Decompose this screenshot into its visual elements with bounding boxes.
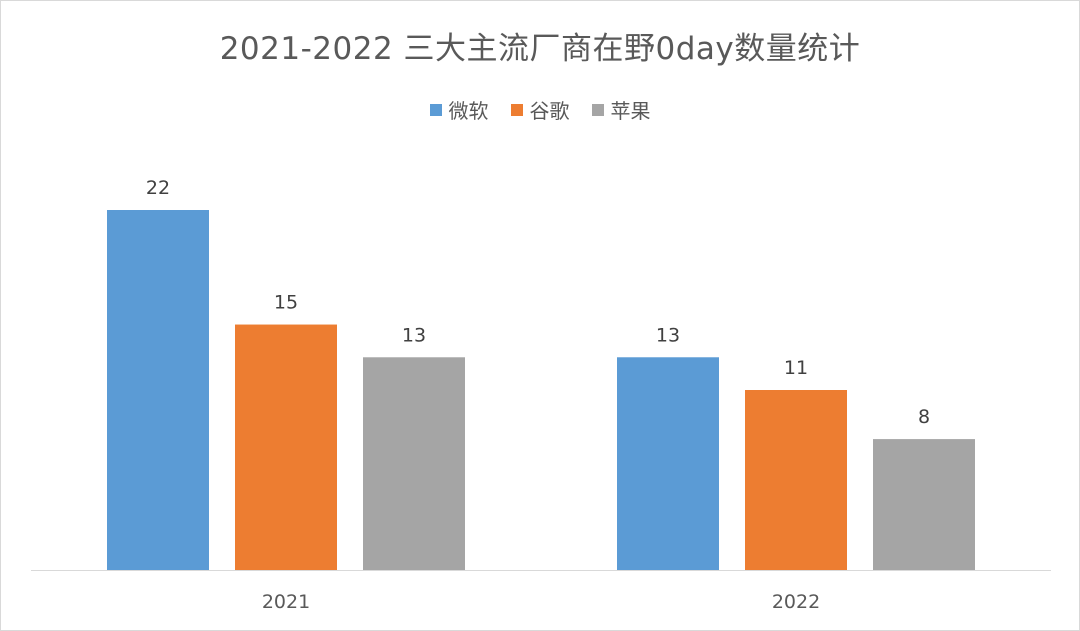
- data-label-google-2022: 11: [784, 357, 808, 379]
- legend-item-apple: 苹果: [591, 95, 651, 124]
- legend-swatch-microsoft: [429, 103, 442, 116]
- data-label-apple-2022: 8: [918, 406, 930, 428]
- bar-google-2021: [235, 324, 337, 570]
- legend: 微软 谷歌 苹果: [1, 95, 1079, 124]
- bar-microsoft-2022: [617, 357, 719, 570]
- legend-swatch-apple: [591, 103, 604, 116]
- bar-microsoft-2021: [107, 210, 209, 570]
- x-tick-label-2022: 2022: [772, 591, 820, 613]
- data-label-google-2021: 15: [274, 292, 298, 314]
- bar-apple-2022: [873, 439, 975, 570]
- legend-item-microsoft: 微软: [429, 95, 489, 124]
- legend-label-google: 谷歌: [529, 99, 570, 123]
- legend-swatch-google: [510, 103, 523, 116]
- data-label-apple-2021: 13: [402, 324, 426, 346]
- bar-google-2022: [745, 390, 847, 570]
- bar-apple-2021: [363, 357, 465, 570]
- data-label-microsoft-2021: 22: [146, 177, 170, 199]
- legend-label-microsoft: 微软: [448, 99, 489, 123]
- legend-item-google: 谷歌: [510, 95, 570, 124]
- data-label-microsoft-2022: 13: [656, 324, 680, 346]
- chart-title: 2021-2022 三大主流厂商在野0day数量统计: [219, 31, 861, 67]
- legend-label-apple: 苹果: [610, 99, 651, 123]
- x-tick-label-2021: 2021: [262, 591, 310, 613]
